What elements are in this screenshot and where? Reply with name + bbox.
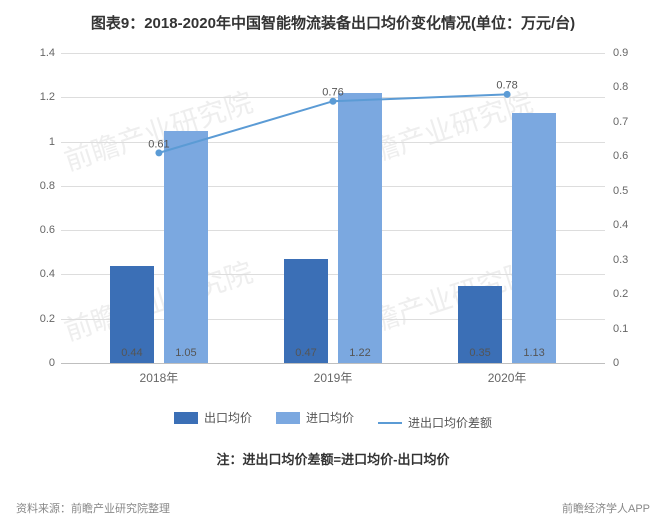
- chart-container: 前瞻产业研究院 前瞻产业研究院 前瞻产业研究院 前瞻产业研究院 图表9：2018…: [0, 0, 666, 526]
- line-point-value: 0.61: [148, 138, 169, 150]
- legend-label: 出口均价: [204, 409, 252, 426]
- y-left-tick: 1: [23, 136, 55, 148]
- y-left-tick: 0.8: [23, 180, 55, 192]
- bar-export-value: 0.44: [112, 347, 152, 359]
- x-tick: 2019年: [314, 369, 353, 386]
- line-point-value: 0.78: [496, 80, 517, 92]
- y-right-tick: 0.3: [613, 254, 643, 266]
- bar-import-value: 1.05: [166, 347, 206, 359]
- y-right-tick: 0.7: [613, 116, 643, 128]
- legend-label: 进出口均价差额: [408, 414, 492, 431]
- legend-swatch: [174, 412, 198, 424]
- y-left-tick: 0: [23, 357, 55, 369]
- y-right-tick: 0.4: [613, 219, 643, 231]
- bar-import-value: 1.13: [514, 347, 554, 359]
- y-left-tick: 1.2: [23, 91, 55, 103]
- legend-label: 进口均价: [306, 409, 354, 426]
- y-right-tick: 0.8: [613, 81, 643, 93]
- y-left-tick: 0.6: [23, 224, 55, 236]
- y-left-tick: 1.4: [23, 47, 55, 59]
- bar-export-value: 0.35: [460, 347, 500, 359]
- x-tick: 2020年: [488, 369, 527, 386]
- legend-item: 出口均价: [174, 409, 252, 426]
- grid-line: [61, 363, 605, 364]
- footer-brand: 前瞻经济学人APP: [562, 500, 650, 516]
- y-right-tick: 0.6: [613, 150, 643, 162]
- chart-title: 图表9：2018-2020年中国智能物流装备出口均价变化情况(单位：万元/台): [16, 12, 650, 33]
- legend-swatch: [276, 412, 300, 424]
- legend-line-icon: [378, 422, 402, 424]
- legend-item: 进出口均价差额: [378, 414, 492, 431]
- plot-area: 0.44 1.05 0.47 1.22 0.35 1.13 0.61 0.76 0.78: [61, 53, 605, 363]
- footer: 资料来源：前瞻产业研究院整理 前瞻经济学人APP: [16, 500, 650, 516]
- x-tick: 2018年: [140, 369, 179, 386]
- line-point-value: 0.76: [322, 87, 343, 99]
- y-right-tick: 0.5: [613, 185, 643, 197]
- line-series: [61, 53, 605, 363]
- legend-item: 进口均价: [276, 409, 354, 426]
- y-left-tick: 0.2: [23, 313, 55, 325]
- legend: 出口均价 进口均价 进出口均价差额: [16, 409, 650, 431]
- y-right-tick: 0.1: [613, 323, 643, 335]
- footer-source: 资料来源：前瞻产业研究院整理: [16, 500, 170, 516]
- chart-note: 注：进出口均价差额=进口均价-出口均价: [16, 449, 650, 468]
- y-right-tick: 0.9: [613, 47, 643, 59]
- chart-area: 0 0.2 0.4 0.6 0.8 1 1.2 1.4 0 0.1 0.2 0.3 0.4 0.5 0.6…: [23, 43, 643, 403]
- y-left-tick: 0.4: [23, 268, 55, 280]
- y-right-tick: 0: [613, 357, 643, 369]
- y-right-tick: 0.2: [613, 288, 643, 300]
- bar-import-value: 1.22: [340, 347, 380, 359]
- bar-export-value: 0.47: [286, 347, 326, 359]
